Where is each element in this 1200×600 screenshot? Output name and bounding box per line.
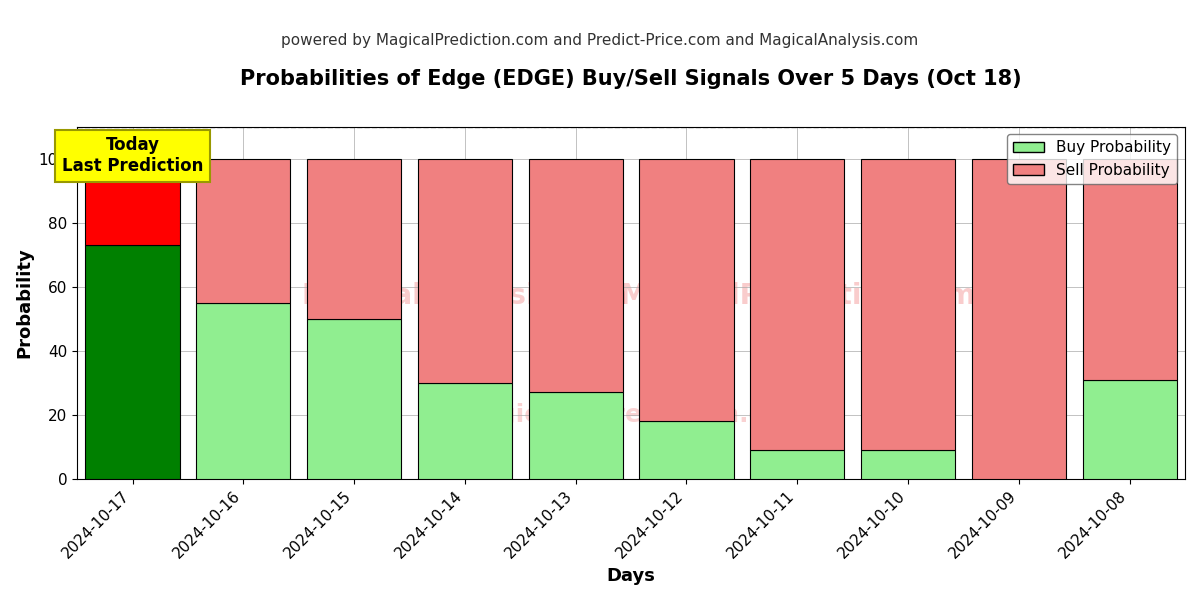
- Bar: [307, 158, 401, 319]
- Bar: [640, 158, 733, 421]
- Bar: [85, 158, 180, 245]
- Bar: [529, 158, 623, 392]
- Bar: [750, 158, 845, 450]
- Text: MagicalPrediction.com: MagicalPrediction.com: [619, 281, 976, 310]
- Text: Today
Last Prediction: Today Last Prediction: [62, 136, 203, 175]
- Bar: [529, 392, 623, 479]
- Bar: [418, 158, 512, 383]
- Bar: [1082, 158, 1177, 380]
- Bar: [640, 421, 733, 479]
- Bar: [860, 158, 955, 450]
- Title: Probabilities of Edge (EDGE) Buy/Sell Signals Over 5 Days (Oct 18): Probabilities of Edge (EDGE) Buy/Sell Si…: [240, 69, 1022, 89]
- Bar: [197, 303, 290, 479]
- Bar: [197, 158, 290, 303]
- Bar: [418, 383, 512, 479]
- Bar: [1082, 380, 1177, 479]
- X-axis label: Days: Days: [607, 567, 655, 585]
- Text: MagicalAnalysis.com: MagicalAnalysis.com: [301, 281, 628, 310]
- Bar: [860, 450, 955, 479]
- Bar: [307, 319, 401, 479]
- Legend: Buy Probability, Sell Probability: Buy Probability, Sell Probability: [1007, 134, 1177, 184]
- Y-axis label: Probability: Probability: [14, 247, 32, 358]
- Bar: [85, 245, 180, 479]
- Bar: [972, 158, 1066, 479]
- Text: Magiol    IPrediction.com: Magiol IPrediction.com: [456, 403, 806, 427]
- Text: powered by MagicalPrediction.com and Predict-Price.com and MagicalAnalysis.com: powered by MagicalPrediction.com and Pre…: [281, 33, 919, 48]
- Bar: [750, 450, 845, 479]
